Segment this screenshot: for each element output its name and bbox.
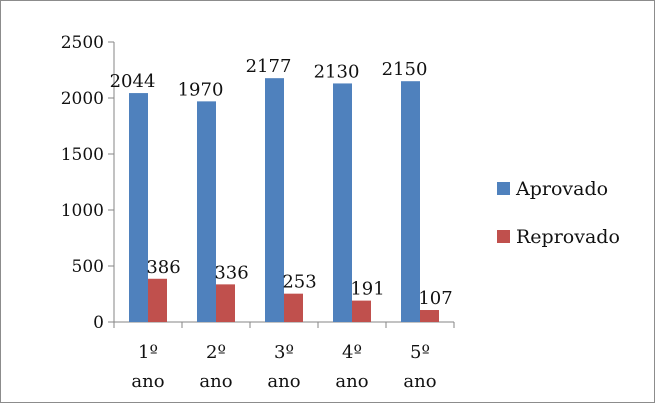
data-label: 336 — [214, 262, 248, 283]
x-tick-label: 2º — [206, 342, 226, 363]
y-tick-label: 2500 — [61, 33, 104, 53]
bar-aprovado — [129, 93, 148, 323]
bar-aprovado — [401, 81, 420, 322]
legend: Aprovado Reprovado — [497, 178, 620, 248]
data-label: 2130 — [314, 61, 360, 82]
x-tick-label: ano — [199, 371, 232, 392]
bar-reprovado — [352, 300, 371, 322]
legend-swatch — [497, 182, 510, 195]
bar-aprovado — [265, 78, 284, 323]
x-tick-label: 3º — [274, 342, 294, 363]
data-label: 107 — [418, 288, 452, 309]
y-tick-label: 2000 — [61, 89, 104, 109]
x-tick-label: 4º — [342, 342, 362, 363]
x-axis: 1º ano 2º ano 3º ano 4º ano 5º ano — [113, 321, 455, 392]
data-label: 2177 — [246, 56, 292, 77]
x-tick-label: 1º — [138, 342, 158, 363]
bar-reprovado — [148, 278, 167, 322]
legend-label: Reprovado — [516, 226, 620, 248]
x-tick-label: ano — [267, 371, 300, 392]
bar-reprovado — [216, 284, 235, 322]
y-tick-label: 1500 — [61, 145, 104, 165]
data-label: 2150 — [382, 59, 428, 80]
bar-reprovado — [284, 293, 303, 322]
data-label: 2044 — [110, 71, 156, 92]
legend-swatch — [497, 230, 510, 243]
x-tick-label: ano — [335, 371, 368, 392]
y-axis: 0 500 1000 1500 2000 2500 — [61, 33, 115, 333]
bar-aprovado — [197, 101, 216, 322]
y-tick-label: 500 — [72, 257, 104, 277]
legend-label: Aprovado — [515, 178, 608, 200]
x-tick-label: ano — [403, 371, 436, 392]
data-labels: 2044 1970 2177 2130 2150 386 336 253 191 107 — [110, 56, 453, 309]
x-tick-label: 5º — [410, 342, 430, 363]
y-tick-label: 0 — [93, 313, 104, 333]
bar-reprovado — [420, 310, 439, 322]
data-label: 1970 — [178, 79, 224, 100]
data-label: 386 — [146, 257, 180, 278]
bars — [129, 78, 439, 323]
data-label: 191 — [350, 279, 384, 300]
y-tick-label: 1000 — [61, 201, 104, 221]
data-label: 253 — [282, 272, 316, 293]
x-tick-label: ano — [131, 371, 164, 392]
bar-aprovado — [333, 83, 352, 322]
